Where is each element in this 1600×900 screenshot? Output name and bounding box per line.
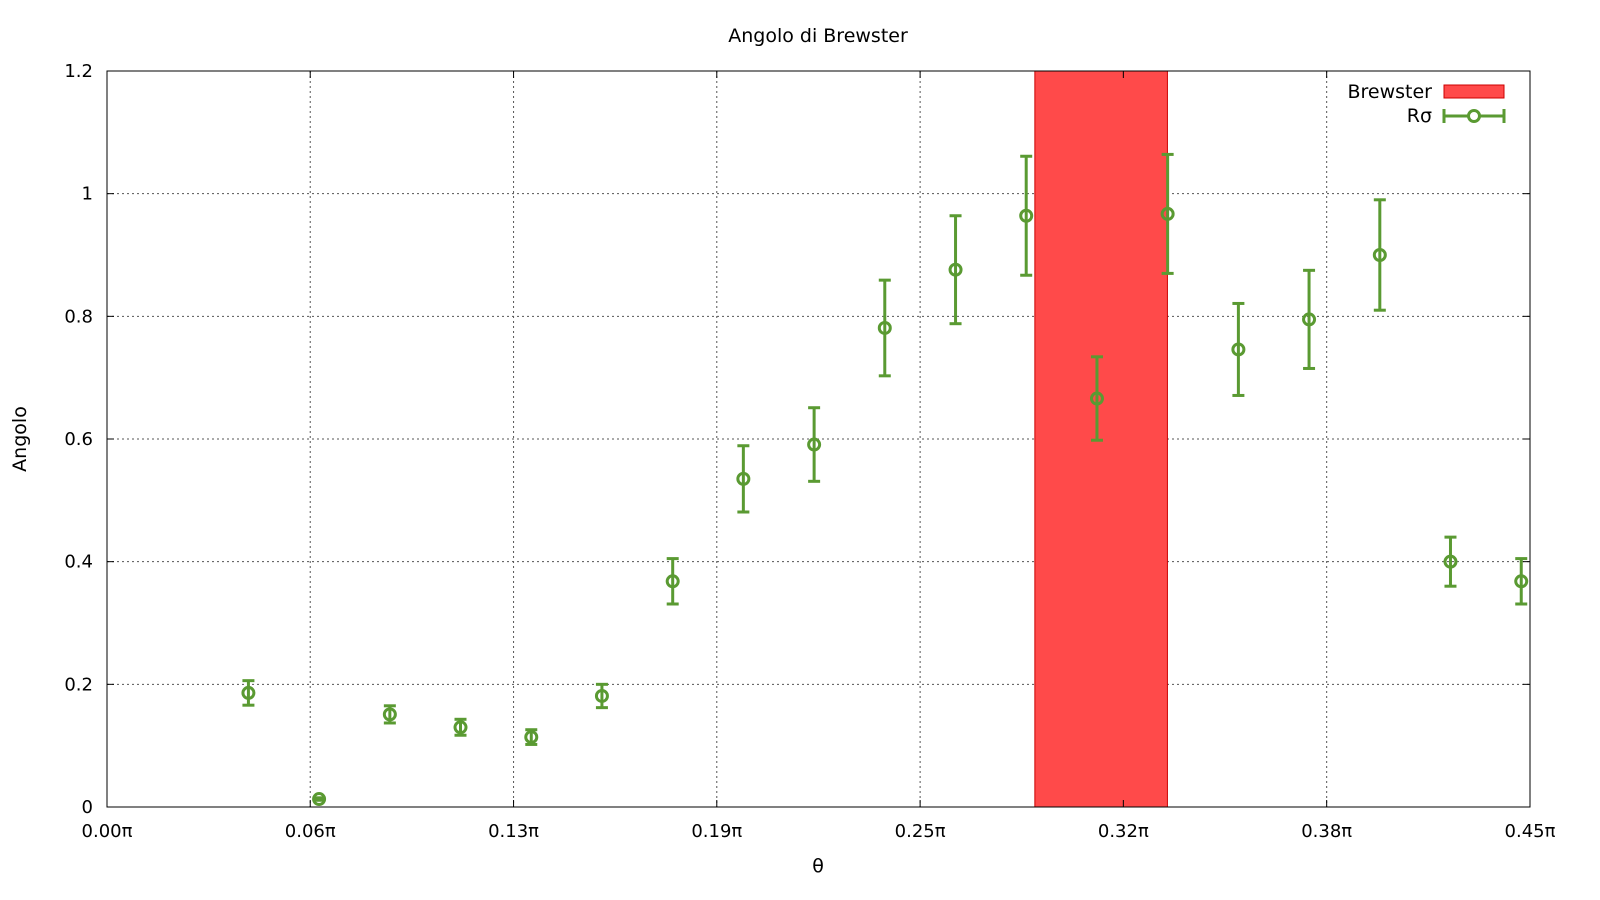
point-marker [1231, 342, 1246, 357]
data-point [1372, 198, 1387, 312]
data-point [453, 717, 468, 737]
legend-label-brewster: Brewster [1347, 81, 1432, 103]
data-point [594, 682, 609, 710]
legend-swatch-r-sigma [1442, 109, 1506, 123]
point-marker [807, 437, 822, 452]
data-point [948, 214, 963, 326]
x-tick-label: 0.32π [1098, 821, 1149, 842]
x-axis-ticks: 0.00π 0.06π 0.13π 0.19π 0.25π 0.32π 0.38π 0.45π [82, 71, 1556, 842]
point-marker [665, 574, 680, 589]
y-tick-label: 1.2 [64, 61, 93, 82]
point-marker [1514, 574, 1529, 589]
x-tick-label: 0.13π [488, 821, 539, 842]
point-marker [312, 792, 327, 807]
x-tick-label: 0.25π [895, 821, 946, 842]
point-marker [241, 685, 256, 700]
legend-swatch-brewster [1443, 84, 1505, 99]
point-marker [524, 730, 539, 745]
data-point [1231, 301, 1246, 397]
legend: Brewster Rσ [1347, 81, 1506, 127]
x-axis-label: θ [812, 855, 824, 877]
legend-label-r-sigma: Rσ [1407, 105, 1432, 127]
y-tick-label: 1 [82, 184, 93, 205]
point-marker [594, 688, 609, 703]
data-point [1514, 557, 1529, 606]
y-tick-label: 0.4 [64, 552, 93, 573]
y-axis-label: Angolo [9, 406, 31, 472]
data-point [877, 278, 892, 378]
point-marker [382, 707, 397, 722]
r-sigma-points [241, 152, 1529, 807]
grid [107, 71, 1530, 807]
data-point [1089, 355, 1104, 442]
x-tick-label: 0.45π [1505, 821, 1556, 842]
data-point [1443, 535, 1458, 588]
data-point [1019, 154, 1034, 277]
data-point [312, 792, 327, 807]
point-marker [1089, 391, 1104, 406]
data-point [665, 557, 680, 606]
y-tick-label: 0.6 [64, 429, 93, 450]
data-point [1302, 268, 1317, 370]
y-tick-label: 0 [82, 797, 93, 818]
point-marker [453, 720, 468, 735]
point-marker [1302, 312, 1317, 327]
point-marker [948, 262, 963, 277]
data-point [1160, 152, 1175, 275]
point-marker [1372, 248, 1387, 262]
point-marker [736, 471, 751, 486]
data-point [736, 444, 751, 514]
point-marker [1019, 208, 1034, 223]
data-point [807, 406, 822, 483]
x-tick-label: 0.06π [285, 821, 336, 842]
x-tick-label: 0.38π [1301, 821, 1352, 842]
data-point [241, 679, 256, 707]
y-tick-label: 0.2 [64, 674, 93, 695]
point-marker [877, 320, 892, 335]
chart-title: Angolo di Brewster [728, 25, 908, 47]
y-tick-label: 0.8 [64, 306, 93, 327]
point-marker [1160, 206, 1175, 221]
point-marker [1443, 554, 1458, 569]
data-point [382, 704, 397, 725]
data-point [524, 728, 539, 746]
x-tick-label: 0.19π [691, 821, 742, 842]
y-axis-ticks: 0 0.2 0.4 0.6 0.8 1 1.2 [64, 61, 1530, 818]
x-tick-label: 0.00π [82, 821, 133, 842]
